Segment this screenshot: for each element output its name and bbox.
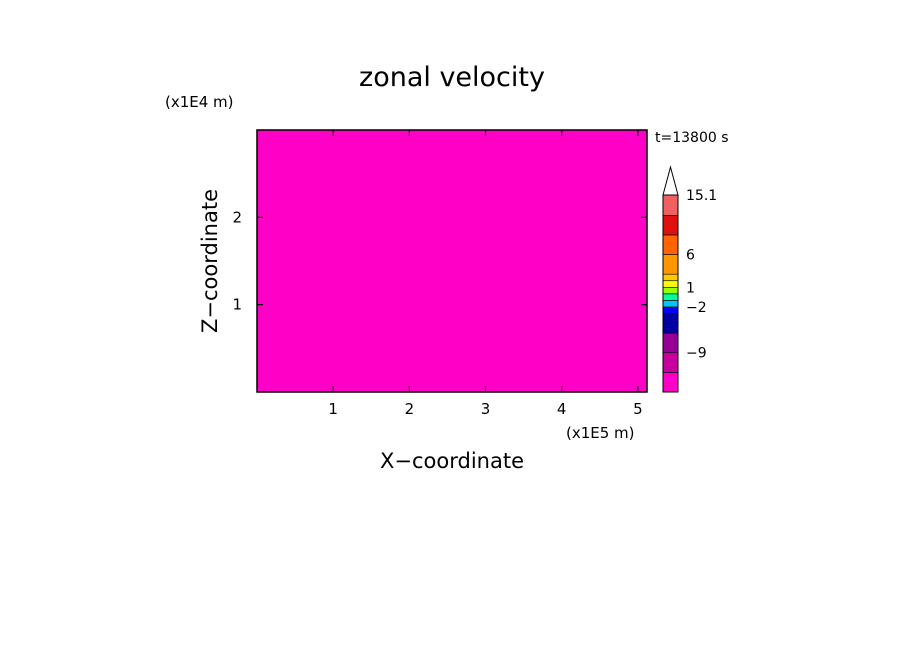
colorbar-swatch [662, 273, 679, 282]
colorbar: 15.1 6 1 −2 −9 [662, 165, 717, 393]
x-unit-label: (x1E5 m) [566, 424, 635, 442]
y-tick-label: 2 [232, 208, 242, 226]
colorbar-swatch [662, 293, 679, 301]
colorbar-swatch [662, 332, 679, 354]
time-label: t=13800 s [655, 130, 729, 146]
y-tick-label: 1 [232, 296, 242, 314]
colorbar-swatch [662, 234, 679, 255]
colorbar-frame [662, 194, 679, 393]
colorbar-swatch [662, 372, 679, 393]
colorbar-label: −9 [686, 346, 707, 362]
x-tick-label: 1 [328, 400, 338, 418]
colorbar-swatch [662, 254, 679, 275]
plot-frame [256, 129, 648, 393]
colorbar-swatch [662, 214, 679, 236]
x-tick-label: 5 [633, 400, 643, 418]
chart-title: zonal velocity [359, 62, 545, 93]
y-axis-ticks: 12 [232, 208, 647, 314]
x-axis-ticks: 1 2 3 4 5 [328, 130, 643, 418]
colorbar-label: 1 [686, 280, 695, 296]
y-axis-label: Z−coordinate [198, 189, 222, 333]
colorbar-swatch [662, 300, 679, 308]
colorbar-swatch [662, 313, 679, 334]
x-axis-label: X−coordinate [380, 449, 524, 473]
colorbar-extend-arrow [662, 165, 679, 196]
colorbar-swatch [662, 280, 679, 288]
x-tick-label: 2 [405, 400, 415, 418]
colorbar-swatch [662, 286, 679, 295]
colorbar-swatch [662, 352, 679, 373]
colorbar-label: −2 [686, 300, 707, 316]
x-tick-label: 4 [557, 400, 567, 418]
colorbar-swatch [662, 194, 679, 216]
colorbar-swatch [662, 306, 679, 314]
y-unit-label: (x1E4 m) [165, 93, 234, 111]
colorbar-label: 15.1 [686, 188, 717, 204]
contour-field [257, 130, 647, 392]
colorbar-label: 6 [686, 248, 695, 264]
x-tick-label: 3 [481, 400, 491, 418]
